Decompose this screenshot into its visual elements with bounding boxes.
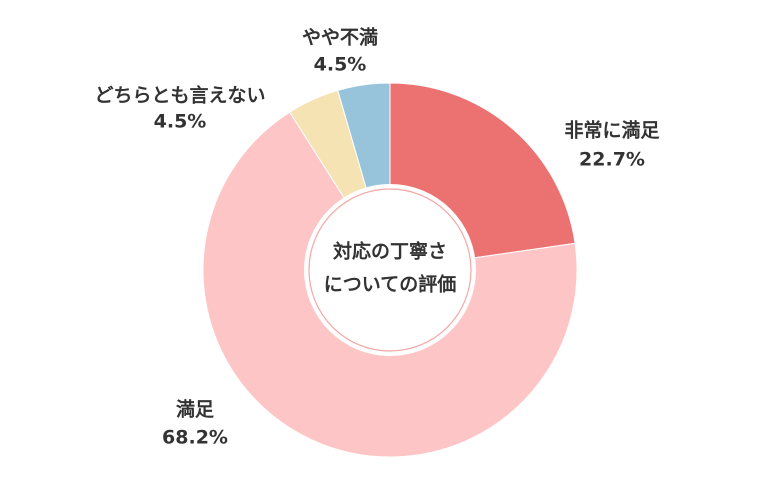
donut-hole [304, 184, 476, 356]
slice-label: 満足 [176, 399, 215, 421]
slice-label: どちらとも言えない [94, 84, 265, 107]
slice-label: 非常に満足 [564, 119, 660, 142]
value-label: 22.7% [579, 149, 645, 171]
value-label: 68.2% [162, 427, 228, 449]
donut-ring [308, 188, 472, 352]
center-label: 対応の丁寧さ [332, 240, 447, 263]
center-label: についての評価 [324, 273, 456, 296]
value-label: 4.5% [154, 111, 207, 133]
value-label: 4.5% [314, 54, 367, 76]
slice-label: やや不満 [302, 27, 378, 49]
